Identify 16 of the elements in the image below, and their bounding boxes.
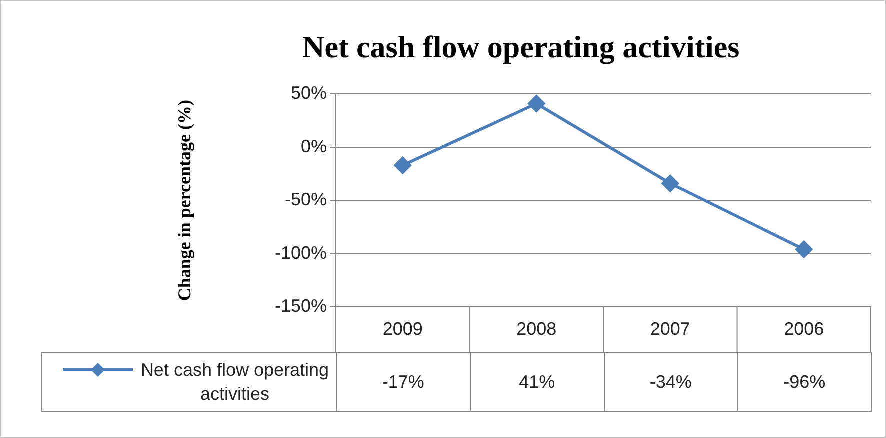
x-tick-label: 2006 bbox=[784, 318, 824, 339]
y-tick-label: -100% bbox=[274, 242, 327, 263]
data-label: -96% bbox=[737, 352, 872, 412]
data-label: -34% bbox=[604, 352, 738, 412]
chart-title: Net cash flow operating activities bbox=[302, 30, 740, 65]
x-tick-label: 2008 bbox=[516, 318, 557, 339]
data-label: -17% bbox=[336, 352, 471, 412]
y-tick-label: -50% bbox=[284, 190, 327, 210]
x-tick-label: 2007 bbox=[650, 318, 690, 339]
data-label: 41% bbox=[470, 352, 604, 412]
x-tick-label: 2009 bbox=[382, 318, 423, 339]
y-tick-label: 0% bbox=[300, 136, 327, 156]
y-tick-label: -150% bbox=[274, 296, 327, 316]
y-tick-label: 50% bbox=[290, 83, 327, 104]
legend-label: Net cash flow operating activities bbox=[140, 359, 330, 406]
y-axis-title: Change in percentage (%) bbox=[174, 100, 194, 302]
